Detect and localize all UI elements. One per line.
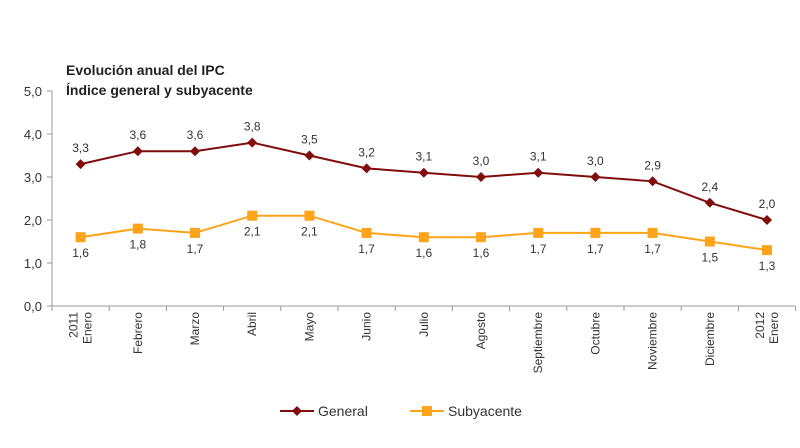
data-point — [304, 150, 315, 161]
data-point — [247, 210, 258, 221]
data-label: 3,1 — [415, 150, 432, 164]
data-label: 1,6 — [415, 246, 432, 260]
legend-label: General — [318, 403, 368, 419]
y-tick-label: 3,0 — [24, 170, 42, 185]
x-tick-label: Diciembre — [703, 312, 717, 366]
data-point — [361, 163, 372, 174]
x-tick-label: 2011Enero — [67, 312, 95, 344]
legend-marker — [422, 406, 432, 416]
data-label: 3,2 — [358, 145, 375, 159]
chart-title: Evolución anual del IPC — [66, 62, 225, 78]
x-tick-label: Septiembre — [531, 312, 545, 374]
legend-label: Subyacente — [448, 403, 522, 419]
data-point — [762, 215, 772, 225]
data-point — [476, 172, 486, 182]
data-label: 1,7 — [530, 242, 547, 256]
data-point — [247, 137, 258, 148]
y-tick-label: 2,0 — [24, 213, 42, 228]
data-label: 1,7 — [587, 242, 604, 256]
data-point — [361, 227, 372, 238]
x-tick-label: Mayo — [302, 312, 316, 342]
x-tick-label: Abril — [245, 312, 259, 336]
data-label: 1,8 — [129, 238, 146, 252]
data-point — [132, 223, 143, 234]
data-point — [190, 146, 200, 157]
data-point — [704, 236, 715, 247]
y-tick-label: 1,0 — [24, 256, 42, 271]
y-tick-label: 4,0 — [24, 127, 42, 142]
data-point — [132, 146, 143, 157]
data-label: 3,3 — [72, 141, 89, 155]
data-label: 3,0 — [473, 154, 490, 168]
data-label: 3,0 — [587, 154, 604, 168]
y-tick-label: 5,0 — [24, 84, 42, 99]
legend-marker — [292, 406, 302, 416]
data-point — [704, 197, 715, 208]
data-label: 3,6 — [187, 128, 204, 142]
x-tick-label: Noviembre — [646, 312, 660, 370]
data-label: 1,6 — [72, 246, 89, 260]
data-label: 1,7 — [644, 242, 661, 256]
data-point — [190, 227, 200, 238]
data-label: 1,7 — [187, 242, 204, 256]
data-point — [75, 159, 86, 170]
data-label: 2,0 — [759, 197, 776, 211]
x-tick-label: Marzo — [188, 312, 202, 346]
x-tick-label: Julio — [417, 312, 431, 337]
data-label: 2,4 — [701, 180, 718, 194]
data-label: 1,5 — [701, 251, 718, 265]
y-tick-label: 0,0 — [24, 299, 42, 314]
data-point — [533, 227, 544, 238]
x-tick-label: Febrero — [131, 312, 145, 354]
data-point — [418, 232, 429, 243]
chart-subtitle: Índice general y subyacente — [66, 82, 253, 98]
x-tick-label: Octubre — [588, 312, 602, 355]
x-tick-label: Junio — [360, 312, 374, 341]
data-point — [590, 172, 601, 182]
data-label: 3,6 — [129, 128, 146, 142]
data-label: 3,5 — [301, 133, 318, 147]
data-point — [75, 232, 86, 243]
data-point — [476, 232, 486, 243]
x-tick-label: 2012Enero — [753, 312, 781, 344]
data-point — [533, 167, 544, 178]
data-point — [647, 227, 658, 238]
data-label: 1,6 — [473, 246, 490, 260]
data-point — [418, 167, 429, 178]
x-tick-label: Agosto — [474, 312, 488, 350]
data-point — [647, 176, 658, 187]
data-point — [590, 227, 601, 238]
data-label: 1,7 — [358, 242, 375, 256]
data-label: 2,1 — [301, 225, 318, 239]
data-label: 2,9 — [644, 158, 661, 172]
data-point — [304, 210, 315, 221]
data-point — [762, 245, 772, 256]
data-label: 3,8 — [244, 120, 261, 134]
data-label: 1,3 — [759, 259, 776, 273]
data-label: 3,1 — [530, 150, 547, 164]
data-label: 2,1 — [244, 225, 261, 239]
